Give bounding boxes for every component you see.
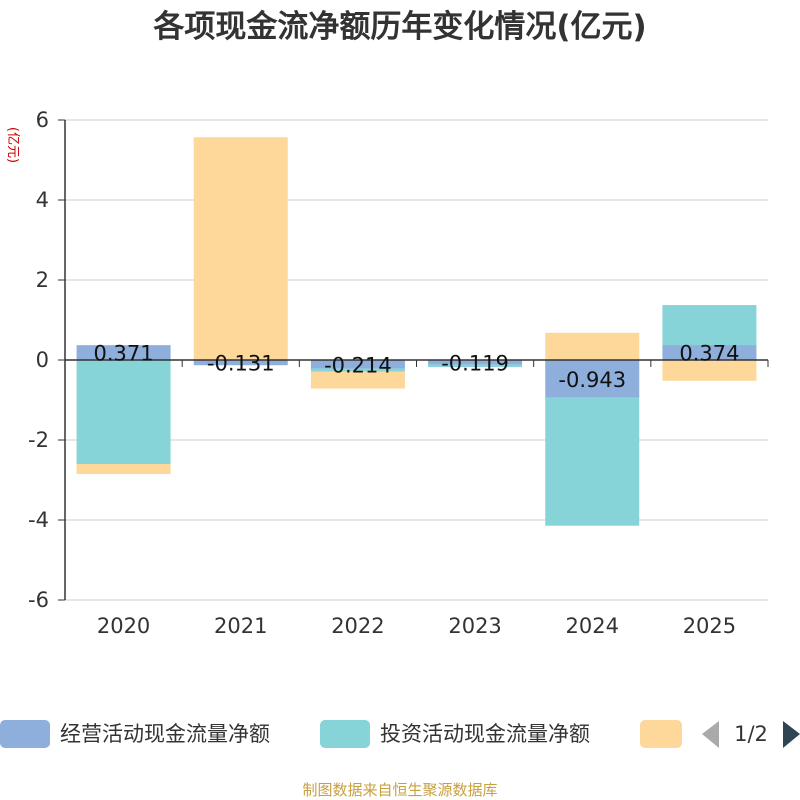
x-tick-label: 2025 xyxy=(683,614,736,638)
bar-operating-2022 xyxy=(310,360,405,369)
data-label-operating: 0.374 xyxy=(679,342,739,366)
x-tick-label: 2023 xyxy=(448,614,501,638)
legend-label-investing[interactable]: 投资活动现金流量净额 xyxy=(380,722,590,746)
data-label-operating: -0.943 xyxy=(558,368,626,392)
x-tick-label: 2022 xyxy=(331,614,384,638)
legend-swatch-investing[interactable] xyxy=(320,720,370,748)
data-label-operating: -0.131 xyxy=(207,352,275,376)
bar-investing-2023 xyxy=(428,364,523,368)
data-label-operating: -0.119 xyxy=(441,351,509,375)
legend-label-operating[interactable]: 经营活动现金流量净额 xyxy=(60,722,270,746)
bars xyxy=(76,137,757,526)
y-axis-ticks: 6 4 2 0 -2 -4 -6 xyxy=(28,108,65,612)
legend: 经营活动现金流量净额 投资活动现金流量净额 1/2 xyxy=(0,720,800,748)
data-label-operating: -0.214 xyxy=(324,353,392,377)
legend-next-page-icon[interactable] xyxy=(783,721,800,748)
legend-prev-page-icon[interactable] xyxy=(702,721,719,748)
bar-operating-2020 xyxy=(76,345,171,360)
bar-financing-2021 xyxy=(193,137,288,360)
bar-operating-2023 xyxy=(428,360,523,365)
data-labels: 0.371 -0.131 -0.214 -0.119 -0.943 0.374 xyxy=(94,342,740,392)
y-tick-label: 0 xyxy=(36,348,49,372)
bar-investing-2020 xyxy=(76,360,171,464)
y-tick-label: -4 xyxy=(28,508,49,532)
bar-financing-2020 xyxy=(76,464,171,474)
y-axis-label: (亿元) xyxy=(5,127,20,163)
bar-financing-2025 xyxy=(662,360,757,381)
data-label-operating: 0.371 xyxy=(94,342,154,366)
bar-financing-2022 xyxy=(310,371,405,389)
axes xyxy=(64,120,769,600)
bar-investing-2024 xyxy=(545,397,640,526)
bar-investing-2022 xyxy=(310,368,405,372)
x-axis-ticks: 2020 2021 2022 2023 2024 2025 xyxy=(97,614,736,638)
x-tick-label: 2020 xyxy=(97,614,150,638)
bar-operating-2025 xyxy=(662,345,757,360)
x-tick-label: 2021 xyxy=(214,614,267,638)
y-tick-label: 2 xyxy=(36,268,49,292)
legend-swatch-financing[interactable] xyxy=(640,720,682,748)
y-tick-label: -2 xyxy=(28,428,49,452)
source-note: 制图数据来自恒生聚源数据库 xyxy=(302,781,497,799)
bar-operating-2024 xyxy=(545,360,640,398)
legend-page-indicator: 1/2 xyxy=(734,722,768,746)
x-tick-label: 2024 xyxy=(566,614,619,638)
y-tick-label: 6 xyxy=(36,108,49,132)
y-tick-label: -6 xyxy=(28,588,49,612)
bar-operating-2021 xyxy=(193,360,288,366)
chart-title: 各项现金流净额历年变化情况(亿元) xyxy=(152,9,646,45)
bar-financing-2024 xyxy=(545,332,640,360)
y-tick-label: 4 xyxy=(36,188,49,212)
legend-swatch-operating[interactable] xyxy=(0,720,50,748)
bar-investing-2025 xyxy=(662,305,757,346)
